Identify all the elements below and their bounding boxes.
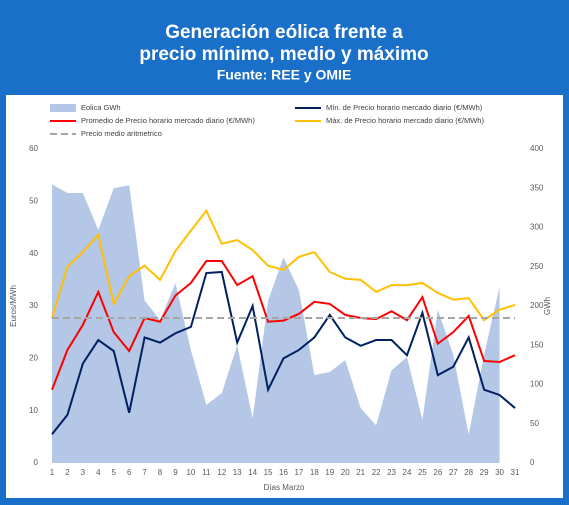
y-tick-label: 60 (29, 144, 38, 153)
x-tick-label: 4 (96, 468, 101, 477)
x-tick-label: 26 (433, 468, 442, 477)
x-tick-label: 2 (65, 468, 70, 477)
x-tick-label: 27 (449, 468, 458, 477)
x-tick-label: 9 (173, 468, 178, 477)
y2-tick-label: 400 (530, 144, 544, 153)
x-tick-label: 10 (186, 468, 195, 477)
legend-swatch (50, 104, 76, 112)
y2-tick-label: 0 (530, 458, 535, 467)
x-tick-label: 3 (81, 468, 86, 477)
x-tick-label: 24 (403, 468, 412, 477)
y2-tick-label: 350 (530, 183, 544, 192)
x-tick-label: 6 (127, 468, 132, 477)
x-tick-label: 20 (341, 468, 350, 477)
x-tick-label: 5 (112, 468, 117, 477)
y2-tick-label: 250 (530, 262, 544, 271)
legend-label: Eolica GWh (81, 103, 121, 112)
y2-axis-label: GWh (543, 297, 552, 315)
x-tick-label: 22 (372, 468, 381, 477)
x-tick-label: 8 (158, 468, 163, 477)
y-tick-label: 0 (34, 458, 39, 467)
legend-label: Máx. de Precio horario mercado diario (€… (326, 116, 484, 125)
y-tick-label: 20 (29, 353, 38, 362)
x-axis-label: Días Marzo (264, 483, 305, 492)
x-tick-label: 12 (217, 468, 226, 477)
line (51, 259, 516, 391)
x-tick-label: 17 (294, 468, 303, 477)
x-tick-label: 18 (310, 468, 319, 477)
x-tick-label: 15 (264, 468, 273, 477)
legend-label: Mín. de Precio horario mercado diario (€… (326, 103, 483, 112)
legend-label: Promedio de Precio horario mercado diari… (81, 116, 255, 125)
x-tick-label: 1 (50, 468, 55, 477)
x-tick-label: 30 (495, 468, 504, 477)
area (52, 184, 500, 463)
chart-title: Generación eólica frente a (165, 22, 403, 43)
x-tick-label: 21 (356, 468, 365, 477)
line (51, 270, 516, 435)
x-tick-label: 19 (325, 468, 334, 477)
y-tick-label: 40 (29, 249, 38, 258)
y2-tick-label: 200 (530, 301, 544, 310)
y-tick-label: 10 (29, 406, 38, 415)
y-tick-label: 50 (29, 196, 38, 205)
x-tick-label: 16 (279, 468, 288, 477)
x-tick-label: 29 (480, 468, 489, 477)
legend-label: Precio medio aritmetrico (81, 129, 162, 138)
y2-tick-label: 150 (530, 340, 544, 349)
x-tick-label: 7 (142, 468, 147, 477)
y-tick-label: 30 (29, 301, 38, 310)
x-tick-label: 14 (248, 468, 257, 477)
chart-subtitle: precio mínimo, medio y máximo (139, 44, 428, 65)
x-tick-label: 11 (202, 468, 211, 477)
y2-tick-label: 50 (530, 419, 539, 428)
line (51, 208, 516, 322)
y2-tick-label: 100 (530, 380, 544, 389)
y-axis-label: Euros/MWh (9, 285, 18, 327)
y2-tick-label: 300 (530, 223, 544, 232)
x-tick-label: 13 (233, 468, 242, 477)
x-tick-label: 23 (387, 468, 396, 477)
x-tick-label: 31 (511, 468, 520, 477)
x-tick-label: 25 (418, 468, 427, 477)
chart-source: Fuente: REE y OMIE (217, 67, 352, 83)
x-tick-label: 28 (464, 468, 473, 477)
